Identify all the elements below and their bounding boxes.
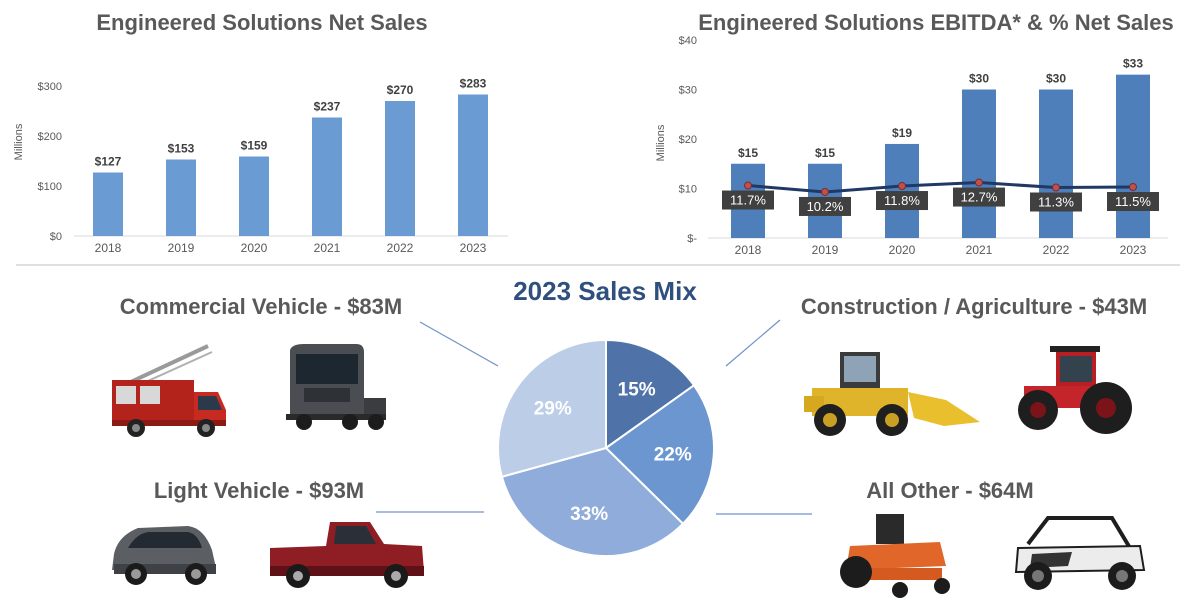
pie-slice-4 bbox=[497, 338, 607, 479]
net-sales-y-axis-label: Millions bbox=[13, 123, 25, 160]
sales-mix-pie: 15% 22% 33% 29% bbox=[497, 338, 715, 557]
ebitda-percent-label: 12.7% bbox=[961, 190, 998, 205]
c2-y-tick-label: $- bbox=[687, 233, 697, 245]
c1-bar-2022 bbox=[385, 101, 415, 236]
ebitda-percent-label: 10.2% bbox=[807, 199, 844, 214]
c1-value-label: $270 bbox=[387, 83, 414, 97]
net-sales-chart-title: Engineered Solutions Net Sales bbox=[96, 10, 427, 35]
c2-value-label: $15 bbox=[738, 146, 758, 160]
segment-all-other: All Other - $64M bbox=[866, 478, 1033, 503]
connector-construction bbox=[725, 319, 781, 367]
c2-x-tick-label: 2020 bbox=[889, 243, 916, 257]
fire-truck-icon bbox=[112, 344, 226, 437]
segment-light-vehicle: Light Vehicle - $93M bbox=[154, 478, 364, 503]
ebitda-percent-marker bbox=[1129, 183, 1137, 192]
c2-bar-2020 bbox=[885, 143, 919, 238]
pie-slice-2 bbox=[604, 383, 715, 526]
connector-commercial bbox=[419, 321, 499, 367]
net-sales-chart: Engineered Solutions Net Sales Millions … bbox=[13, 10, 508, 255]
c1-x-tick-label: 2020 bbox=[241, 241, 268, 255]
zero-turn-mower-icon bbox=[840, 514, 950, 598]
c2-y-tick-label: $40 bbox=[679, 35, 697, 47]
ebitda-percent-label: 11.3% bbox=[1038, 195, 1074, 210]
semi-truck-icon bbox=[286, 344, 386, 430]
ebitda-y-axis-label: Millions bbox=[655, 124, 667, 161]
c2-x-tick-label: 2019 bbox=[812, 243, 839, 257]
c1-y-tick-label: $0 bbox=[50, 231, 62, 243]
c2-bar-2021 bbox=[962, 89, 996, 238]
ebitda-percent-label-box bbox=[953, 187, 1005, 207]
c2-x-tick-label: 2018 bbox=[735, 243, 762, 257]
pie-slice-label: 22% bbox=[654, 444, 692, 465]
ebitda-percent-line bbox=[747, 181, 1134, 194]
ebitda-percent-marker bbox=[898, 182, 906, 191]
c2-value-label: $30 bbox=[969, 72, 989, 86]
pie-slice-label: 29% bbox=[534, 398, 572, 419]
c2-bar-2022 bbox=[1039, 89, 1073, 238]
c1-value-label: $153 bbox=[168, 142, 195, 156]
wheel-loader-icon bbox=[804, 352, 980, 436]
c2-x-tick-label: 2022 bbox=[1043, 243, 1070, 257]
c2-value-label: $33 bbox=[1123, 57, 1143, 71]
c2-bar-2023 bbox=[1116, 74, 1150, 239]
c1-x-tick-label: 2023 bbox=[460, 241, 487, 255]
c2-value-label: $30 bbox=[1046, 72, 1066, 86]
c1-x-tick-label: 2022 bbox=[387, 241, 414, 255]
c2-x-tick-label: 2023 bbox=[1120, 243, 1147, 257]
c1-y-tick-label: $300 bbox=[38, 81, 62, 93]
c2-y-tick-label: $10 bbox=[679, 184, 697, 196]
segment-commercial-vehicle: Commercial Vehicle - $83M bbox=[120, 294, 402, 319]
c1-bar-2021 bbox=[312, 117, 342, 236]
c2-y-tick-label: $20 bbox=[679, 134, 697, 146]
pie-slice-label: 15% bbox=[618, 379, 656, 400]
pickup-truck-icon bbox=[270, 522, 424, 588]
ebitda-percent-label: 11.7% bbox=[730, 193, 766, 208]
c1-y-tick-label: $200 bbox=[38, 131, 62, 143]
c2-x-tick-label: 2021 bbox=[966, 243, 993, 257]
pie-slice-label: 33% bbox=[570, 504, 608, 525]
ebitda-percent-marker bbox=[821, 187, 829, 196]
c1-bar-2023 bbox=[458, 94, 488, 236]
c2-value-label: $15 bbox=[815, 146, 835, 160]
ebitda-chart: Engineered Solutions EBITDA* & % Net Sal… bbox=[655, 10, 1174, 257]
ebitda-percent-label-box bbox=[799, 196, 851, 216]
ebitda-percent-label-box bbox=[722, 190, 774, 210]
c2-value-label: $19 bbox=[892, 126, 912, 140]
sales-mix-title: 2023 Sales Mix bbox=[513, 276, 697, 306]
pie-slice-3 bbox=[500, 446, 685, 557]
ebitda-percent-label: 11.5% bbox=[1115, 194, 1151, 209]
segment-construction-agriculture: Construction / Agriculture - $43M bbox=[801, 294, 1147, 319]
ebitda-percent-label-box bbox=[876, 191, 928, 211]
c1-bar-2020 bbox=[239, 156, 269, 236]
c1-x-tick-label: 2021 bbox=[314, 241, 341, 255]
pie-slice-1 bbox=[605, 338, 696, 450]
c1-x-tick-label: 2019 bbox=[168, 241, 195, 255]
ebitda-percent-label-box bbox=[1030, 192, 1082, 212]
ebitda-percent-marker bbox=[1052, 183, 1060, 192]
ebitda-percent-marker bbox=[975, 178, 983, 187]
ebitda-chart-title: Engineered Solutions EBITDA* & % Net Sal… bbox=[698, 10, 1174, 35]
c2-y-tick-label: $30 bbox=[679, 85, 697, 97]
ebitda-percent-marker bbox=[744, 181, 752, 190]
c1-value-label: $237 bbox=[314, 100, 341, 114]
tractor-icon bbox=[1018, 346, 1132, 434]
c1-value-label: $127 bbox=[95, 155, 122, 169]
c1-value-label: $159 bbox=[241, 139, 268, 153]
utv-icon bbox=[1014, 516, 1146, 590]
c1-x-tick-label: 2018 bbox=[95, 241, 122, 255]
c1-value-label: $283 bbox=[460, 77, 487, 91]
c1-bar-2019 bbox=[166, 159, 196, 236]
ebitda-percent-label: 11.8% bbox=[884, 193, 920, 208]
suv-icon bbox=[112, 526, 216, 585]
c1-bar-2018 bbox=[93, 172, 123, 236]
c1-y-tick-label: $100 bbox=[38, 181, 62, 193]
ebitda-percent-label-box bbox=[1107, 192, 1159, 212]
